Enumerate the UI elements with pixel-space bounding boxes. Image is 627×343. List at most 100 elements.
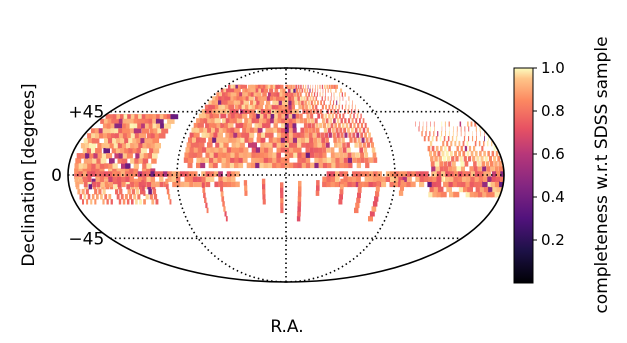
sky-cell xyxy=(343,157,348,163)
sky-cell xyxy=(297,147,302,153)
sky-cell xyxy=(377,171,382,177)
sky-cell xyxy=(151,158,157,164)
sky-cell xyxy=(343,127,347,133)
sky-cell xyxy=(452,161,456,167)
sky-cell xyxy=(230,171,236,177)
sky-cell xyxy=(223,206,226,212)
sky-cell xyxy=(466,140,469,147)
sky-cell xyxy=(448,181,454,188)
sky-cell xyxy=(143,199,146,205)
sky-cell xyxy=(354,142,358,148)
sky-cell xyxy=(115,188,119,195)
sky-cell xyxy=(122,153,129,159)
sky-cell xyxy=(456,126,458,132)
sky-cell xyxy=(345,100,347,106)
sky-cell xyxy=(133,178,139,185)
sky-cell xyxy=(305,162,311,169)
sky-cell xyxy=(268,104,273,110)
sky-cell xyxy=(338,147,343,153)
sky-cell xyxy=(473,161,477,167)
sky-cell xyxy=(279,96,283,101)
sky-cell xyxy=(198,113,206,119)
sky-cell xyxy=(293,142,298,148)
sky-cell xyxy=(183,157,190,163)
sky-cell xyxy=(270,118,275,124)
sky-cell xyxy=(297,162,303,169)
sky-cell xyxy=(253,92,259,97)
sky-cell xyxy=(276,142,282,148)
sky-cell xyxy=(271,104,276,110)
sky-cell xyxy=(273,127,278,133)
sky-cell xyxy=(361,137,365,143)
sky-cell xyxy=(309,142,314,148)
sky-cell xyxy=(224,96,231,101)
sky-cell xyxy=(297,211,301,217)
sky-cell xyxy=(142,176,147,182)
sky-cell xyxy=(469,191,476,198)
sky-cell xyxy=(434,156,438,162)
sky-cell xyxy=(167,118,175,124)
sky-cell xyxy=(340,88,343,93)
sky-cell xyxy=(356,113,359,119)
sky-cell xyxy=(358,127,362,133)
sky-cell xyxy=(208,109,216,114)
sky-cell xyxy=(238,157,244,163)
sky-cell xyxy=(224,104,232,110)
sky-cell xyxy=(193,122,201,129)
sky-cell xyxy=(255,147,261,153)
sky-cell xyxy=(429,131,431,137)
sky-cell xyxy=(92,158,98,164)
sky-cell xyxy=(152,123,160,129)
sky-cell xyxy=(464,126,466,132)
sky-cell xyxy=(138,133,146,139)
sky-cell xyxy=(270,84,275,89)
sky-cell xyxy=(219,109,226,114)
sky-cell xyxy=(105,114,116,120)
sky-cell xyxy=(326,122,330,129)
sky-cell xyxy=(229,118,236,124)
sky-cell xyxy=(305,92,308,97)
sky-cell xyxy=(149,194,153,200)
sky-cell xyxy=(313,137,317,143)
sky-cell xyxy=(333,109,336,114)
sky-cell xyxy=(357,192,361,199)
sky-cell xyxy=(208,104,216,110)
sky-cell xyxy=(88,183,93,190)
sky-cell xyxy=(301,142,306,148)
sky-cell xyxy=(132,138,140,144)
sky-cell xyxy=(279,88,284,93)
sky-cell xyxy=(112,171,117,177)
sky-cell xyxy=(241,113,248,119)
sky-cell xyxy=(339,96,341,101)
sky-cell xyxy=(259,157,265,163)
sky-cell xyxy=(222,176,227,182)
sky-cell xyxy=(108,168,113,174)
sky-cell xyxy=(210,118,218,124)
sky-cell xyxy=(338,142,342,148)
sky-cell xyxy=(431,181,437,188)
sky-cell xyxy=(142,181,147,188)
sky-cell xyxy=(288,122,293,129)
sky-cell xyxy=(231,147,237,153)
sky-cell xyxy=(476,156,480,162)
sky-cell xyxy=(487,150,490,157)
sky-cell xyxy=(325,88,326,93)
sky-cell xyxy=(191,127,198,133)
sky-cell xyxy=(327,96,329,101)
sky-cell xyxy=(426,126,428,132)
sky-cell xyxy=(234,127,240,133)
sky-cell xyxy=(309,96,312,101)
sky-cell xyxy=(360,113,362,119)
sky-cell xyxy=(86,168,92,174)
sky-cell xyxy=(273,118,279,124)
sky-cell xyxy=(117,181,122,188)
sky-cell xyxy=(301,157,307,163)
sky-cell xyxy=(91,168,96,174)
sky-cell xyxy=(453,126,454,132)
sky-cell xyxy=(235,147,241,153)
sky-cell xyxy=(312,132,317,138)
sky-cell xyxy=(475,186,482,193)
sky-cell xyxy=(277,127,282,133)
sky-cell xyxy=(272,157,277,163)
sky-cell xyxy=(112,138,120,144)
